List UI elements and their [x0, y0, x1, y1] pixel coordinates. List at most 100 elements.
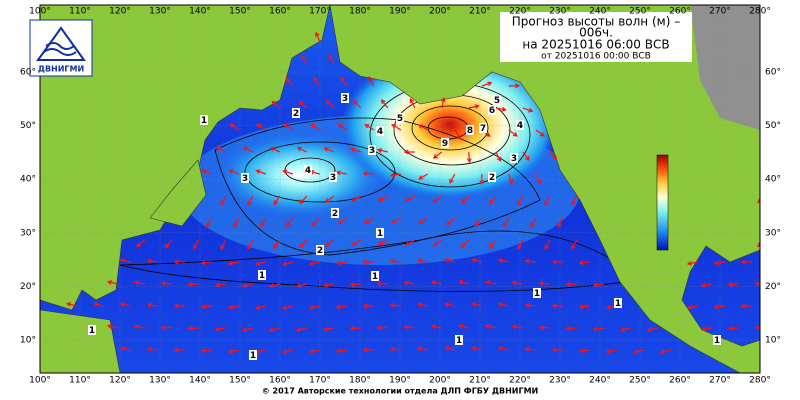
arrow-shaft	[269, 283, 280, 288]
wave-arrow	[173, 303, 185, 309]
arrow-shaft	[273, 239, 281, 249]
header-line: на 20251016 06:00 ВСВ	[522, 38, 669, 52]
arrow-head	[377, 241, 383, 246]
arrow-head	[363, 219, 370, 224]
wave-arrow	[200, 260, 212, 266]
arrow-head	[713, 260, 719, 266]
wave-arrow	[460, 239, 470, 248]
lon-label-bottom: 110°	[69, 376, 91, 386]
contour-label: 9	[442, 139, 448, 149]
wave-arrow	[325, 239, 335, 247]
lon-label-bottom: 160°	[269, 376, 291, 386]
lon-label-bottom: 280°	[749, 376, 771, 386]
wave-arrow	[268, 283, 280, 289]
lon-label-top: 190°	[389, 7, 411, 17]
arrow-shaft	[404, 281, 415, 285]
lat-label-right: 30°	[765, 228, 781, 238]
arrow-head	[314, 31, 320, 37]
wave-arrow	[285, 77, 294, 87]
arrow-shaft	[417, 347, 428, 351]
arrow-head	[484, 324, 491, 329]
arrow-head	[328, 53, 333, 60]
wave-arrow	[362, 171, 374, 177]
wave-arrow	[766, 108, 775, 113]
arrow-head	[160, 325, 166, 330]
lat-label-left: 20°	[20, 282, 36, 292]
arrow-shaft	[431, 281, 442, 285]
arrow-shaft	[391, 217, 402, 224]
contour-label: 1	[615, 299, 621, 309]
arrow-shaft	[365, 124, 375, 131]
arrow-shaft	[454, 129, 461, 139]
arrow-head	[192, 244, 198, 250]
arrow-head	[136, 242, 142, 248]
lat-label-right: 60°	[765, 68, 781, 78]
arrow-head	[551, 303, 557, 309]
arrow-head	[106, 324, 113, 329]
wave-arrow	[281, 305, 293, 311]
arrow-head	[187, 325, 193, 331]
arrow-head	[160, 281, 166, 286]
arrow-head	[241, 327, 248, 332]
wave-arrow	[432, 151, 443, 159]
arrow-head	[173, 347, 179, 353]
arrow-shaft	[107, 281, 118, 285]
arrow-head	[770, 155, 774, 159]
arrow-head	[772, 20, 776, 24]
arrow-shaft	[378, 195, 389, 202]
wave-arrow	[268, 327, 280, 333]
arrow-head	[551, 259, 557, 265]
contour-label-bg	[371, 271, 379, 281]
wave-arrow	[173, 259, 185, 265]
arrow-head	[497, 302, 504, 308]
wave-arrow	[571, 239, 578, 250]
wave-arrow	[146, 302, 158, 308]
arrow-head	[298, 100, 304, 106]
arrow-shaft	[579, 349, 590, 352]
arrow-head	[65, 302, 72, 307]
arrow-shaft	[522, 151, 530, 161]
contour-label-bg	[316, 245, 324, 255]
arrow-head	[784, 87, 788, 90]
wave-arrow	[325, 100, 335, 109]
arrow-shaft	[228, 261, 239, 265]
wave-arrow	[432, 239, 443, 247]
wave-arrow	[119, 302, 131, 308]
arrow-head	[269, 146, 275, 152]
arrow-shaft	[285, 78, 294, 87]
arrow-head	[508, 179, 514, 185]
contour-label-bg	[466, 125, 474, 135]
arrow-head	[405, 197, 411, 202]
wave-arrow	[489, 239, 497, 249]
wave-arrow	[325, 195, 335, 203]
arrow-shaft	[284, 123, 294, 131]
wave-arrow	[522, 151, 530, 161]
arrow-head	[325, 198, 331, 203]
arrow-head	[220, 244, 225, 250]
arrow-head	[311, 220, 317, 226]
arrow-head	[489, 243, 494, 249]
header-line: от 20251016 00:00 ВСВ	[541, 52, 651, 62]
arrow-shaft	[471, 302, 482, 307]
arrow-head	[300, 54, 306, 60]
lon-label-top: 280°	[749, 7, 771, 17]
arrow-head	[200, 260, 206, 266]
contour-label: 2	[332, 209, 338, 219]
arrow-shaft	[498, 303, 509, 307]
arrow-shaft	[93, 302, 104, 307]
wave-arrow	[538, 325, 550, 331]
arrow-head	[201, 169, 207, 174]
arrow-shaft	[512, 325, 523, 329]
arrow-shaft	[390, 173, 401, 177]
arrow-head	[605, 304, 611, 310]
arrow-head	[632, 349, 639, 354]
arrow-head	[403, 280, 409, 286]
arrow-shaft	[771, 218, 778, 225]
contour-label-bg	[516, 120, 524, 130]
arrow-shaft	[728, 327, 739, 330]
arrow-shaft	[485, 281, 496, 285]
arrow-head	[146, 346, 152, 352]
arrow-shaft	[336, 349, 347, 352]
arrow-head	[323, 147, 329, 152]
wave-arrow	[508, 83, 521, 89]
